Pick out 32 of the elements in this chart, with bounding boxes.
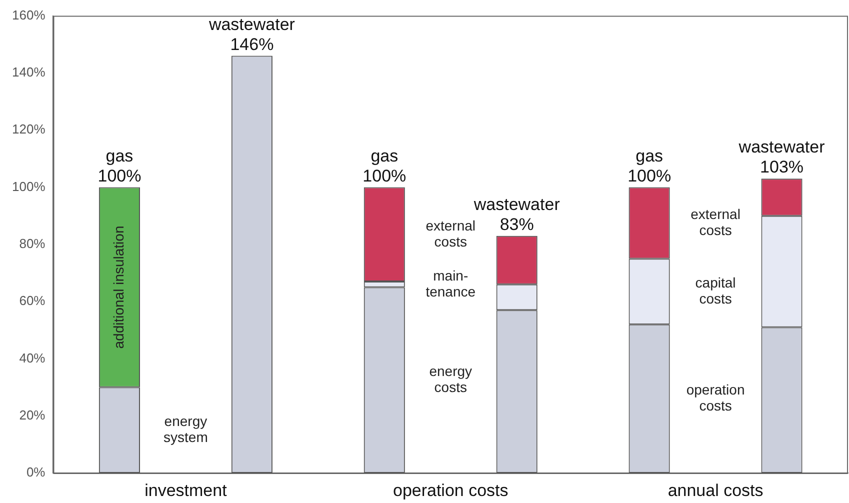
text: investment bbox=[144, 481, 228, 500]
y-tick-label: 40% bbox=[19, 350, 46, 366]
x-tick-label: gas bbox=[636, 146, 664, 166]
y-tick-label: 100% bbox=[12, 178, 46, 194]
text: annual costs bbox=[668, 481, 764, 500]
text: external costs bbox=[426, 217, 476, 250]
total-label: 103% bbox=[760, 158, 804, 177]
series-label: main-tenance bbox=[426, 267, 476, 300]
y-tick-label: 120% bbox=[12, 122, 46, 137]
x-tick-label: wastewater bbox=[472, 194, 560, 214]
x-tick-label: wastewater bbox=[208, 14, 296, 34]
series-label: energy system bbox=[164, 412, 208, 445]
y-tick-label: 60% bbox=[19, 293, 46, 308]
y-tick-label: 140% bbox=[12, 64, 46, 80]
text: operation costs bbox=[392, 481, 508, 500]
series-label: external costs bbox=[690, 206, 740, 238]
y-tick-label: 0% bbox=[26, 464, 46, 480]
x-tick-label: gas bbox=[370, 146, 398, 166]
series-label: energy costs bbox=[429, 362, 472, 395]
x-tick-label: gas bbox=[106, 146, 134, 166]
y-tick-label: 160% bbox=[12, 7, 46, 22]
series-label: additional insulation bbox=[110, 226, 126, 349]
y-tick-label: 20% bbox=[19, 407, 46, 422]
x-tick-label: wastewater bbox=[738, 138, 826, 157]
total-label: 100% bbox=[362, 166, 406, 186]
total-label: 100% bbox=[628, 166, 672, 186]
series-label: operation costs bbox=[686, 382, 745, 414]
total-label: 146% bbox=[230, 34, 274, 54]
total-label: 100% bbox=[98, 166, 142, 186]
total-label: 83% bbox=[500, 214, 534, 234]
series-label: capital costs bbox=[695, 274, 736, 306]
y-tick-label: 80% bbox=[19, 236, 46, 251]
